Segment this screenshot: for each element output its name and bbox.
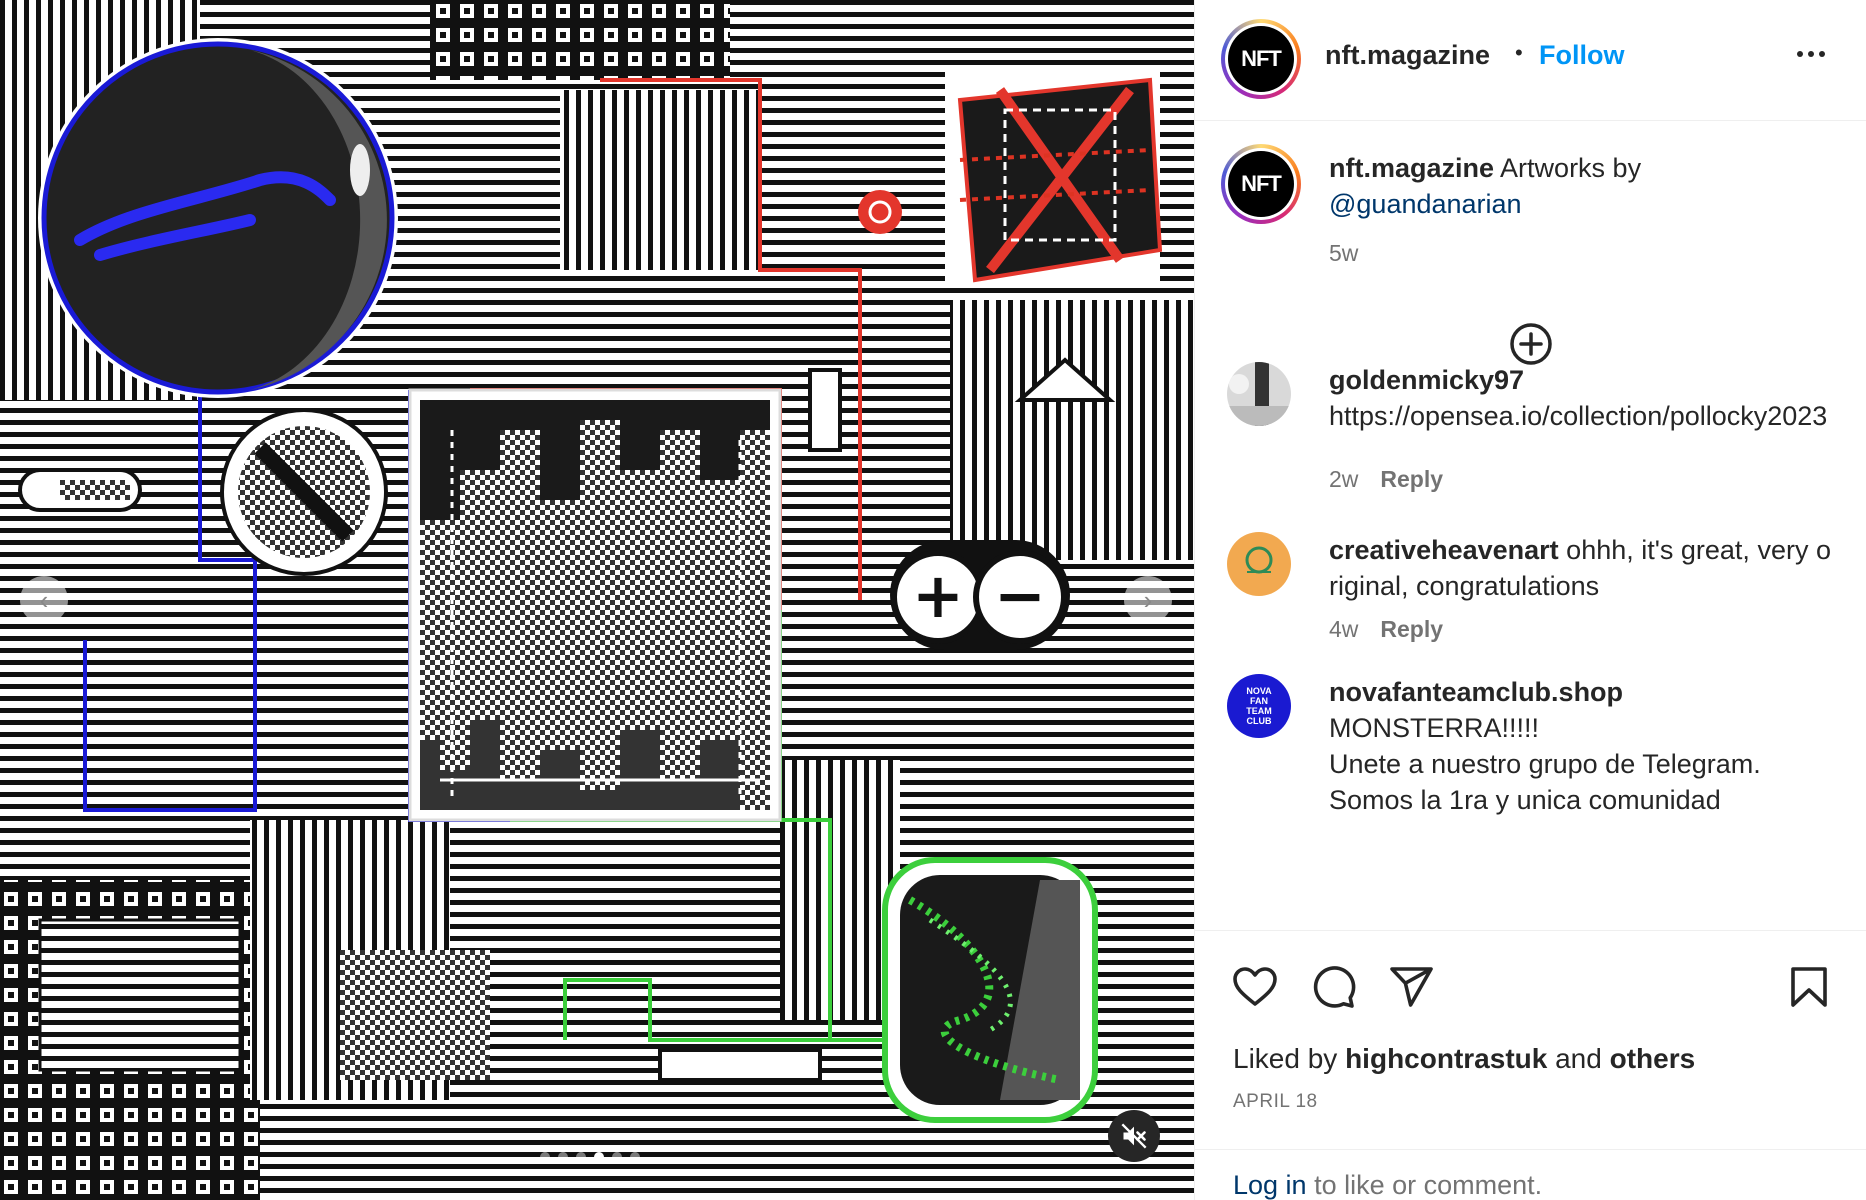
likes-and: and [1555, 1043, 1602, 1074]
login-link[interactable]: Log in [1233, 1170, 1307, 1200]
likes-others-link[interactable]: others [1609, 1043, 1696, 1074]
comment-timestamp[interactable]: 2w [1329, 466, 1359, 492]
post-media[interactable]: + − ‹ › [0, 0, 1194, 1200]
likes-prefix: Liked by [1233, 1043, 1338, 1074]
carousel-dot-active [594, 1152, 604, 1162]
caption-mention[interactable]: @guandanarian [1329, 189, 1522, 219]
comment-text: ohhh, it's great, very original, congrat… [1329, 535, 1831, 601]
prev-slide-button[interactable]: ‹ [20, 576, 68, 624]
next-slide-button[interactable]: › [1124, 576, 1172, 624]
commenter-avatar[interactable]: NOVA FAN TEAM CLUB [1227, 674, 1291, 738]
chevron-right-icon: › [1143, 584, 1153, 615]
likes-summary: Liked by highcontrastuk and others [1233, 1043, 1695, 1075]
caption-avatar[interactable]: NFT [1221, 144, 1301, 224]
reply-button[interactable]: Reply [1380, 466, 1444, 492]
minus-glyph: − [994, 559, 1046, 632]
carousel-dot [540, 1152, 550, 1162]
comment-timestamp[interactable]: 4w [1329, 616, 1359, 642]
commenter-username[interactable]: novafanteamclub.shop [1329, 677, 1624, 707]
follow-button[interactable]: Follow [1539, 40, 1625, 70]
post-caption: nft.magazine Artworks by @guandanarian [1329, 150, 1829, 222]
avatar-logo: NFT [1228, 26, 1294, 92]
author-avatar[interactable]: NFT [1221, 19, 1301, 99]
commenter-username[interactable]: goldenmicky97 [1329, 365, 1525, 395]
post-date[interactable]: APRIL 18 [1233, 1091, 1318, 1112]
reply-button[interactable]: Reply [1380, 616, 1444, 642]
post-side-panel: NFT nft.magazine • Follow NFT nft.magazi… [1194, 0, 1866, 1200]
liked-by-username[interactable]: highcontrastuk [1345, 1043, 1548, 1074]
post-header: NFT nft.magazine • Follow [1195, 0, 1866, 121]
carousel-dot [630, 1152, 640, 1162]
avatar-logo: NFT [1228, 151, 1294, 217]
commenter-username[interactable]: creativeheavenart [1329, 535, 1559, 565]
bookmark-icon[interactable] [1785, 963, 1833, 1011]
commenter-avatar[interactable] [1227, 362, 1291, 426]
chevron-left-icon: ‹ [39, 584, 49, 615]
more-options-button[interactable] [1791, 42, 1831, 66]
separator-dot: • [1515, 40, 1523, 65]
login-prompt-text: to like or comment. [1314, 1170, 1543, 1200]
post-actions: Liked by highcontrastuk and others APRIL… [1195, 930, 1866, 1200]
comments-section[interactable]: NFT nft.magazine Artworks by @guandanari… [1195, 122, 1866, 930]
mute-button[interactable] [1108, 1110, 1160, 1162]
comment-icon[interactable] [1309, 963, 1357, 1011]
comment-text: MONSTERRA!!!!! [1329, 713, 1540, 743]
plus-glyph: + [912, 559, 964, 632]
plus-circle-icon[interactable] [1507, 320, 1555, 368]
author-username[interactable]: nft.magazine [1325, 40, 1491, 70]
commenter-avatar[interactable] [1227, 532, 1291, 596]
carousel-indicator [540, 1152, 640, 1162]
speaker-muted-icon [1121, 1123, 1147, 1149]
carousel-dot [576, 1152, 586, 1162]
caption-body: Artworks by [1500, 153, 1642, 183]
caption-username[interactable]: nft.magazine [1329, 153, 1495, 183]
caption-timestamp[interactable]: 5w [1329, 240, 1359, 266]
carousel-dot [558, 1152, 568, 1162]
comment-text-line2: Unete a nuestro grupo de Telegram. [1329, 749, 1761, 779]
comment-text[interactable]: https://opensea.io/collection/pollocky20… [1329, 401, 1828, 431]
more-horizontal-icon [1797, 51, 1803, 57]
carousel-dot [612, 1152, 622, 1162]
heart-icon[interactable] [1231, 963, 1279, 1011]
login-prompt: Log in to like or comment. [1195, 1149, 1866, 1200]
artwork-image: + − [0, 0, 1194, 1200]
send-icon[interactable] [1387, 963, 1435, 1011]
comment-text-line3: Somos la 1ra y unica comunidad [1329, 785, 1721, 815]
avatar-logo-text: NOVA FAN TEAM CLUB [1246, 686, 1272, 726]
